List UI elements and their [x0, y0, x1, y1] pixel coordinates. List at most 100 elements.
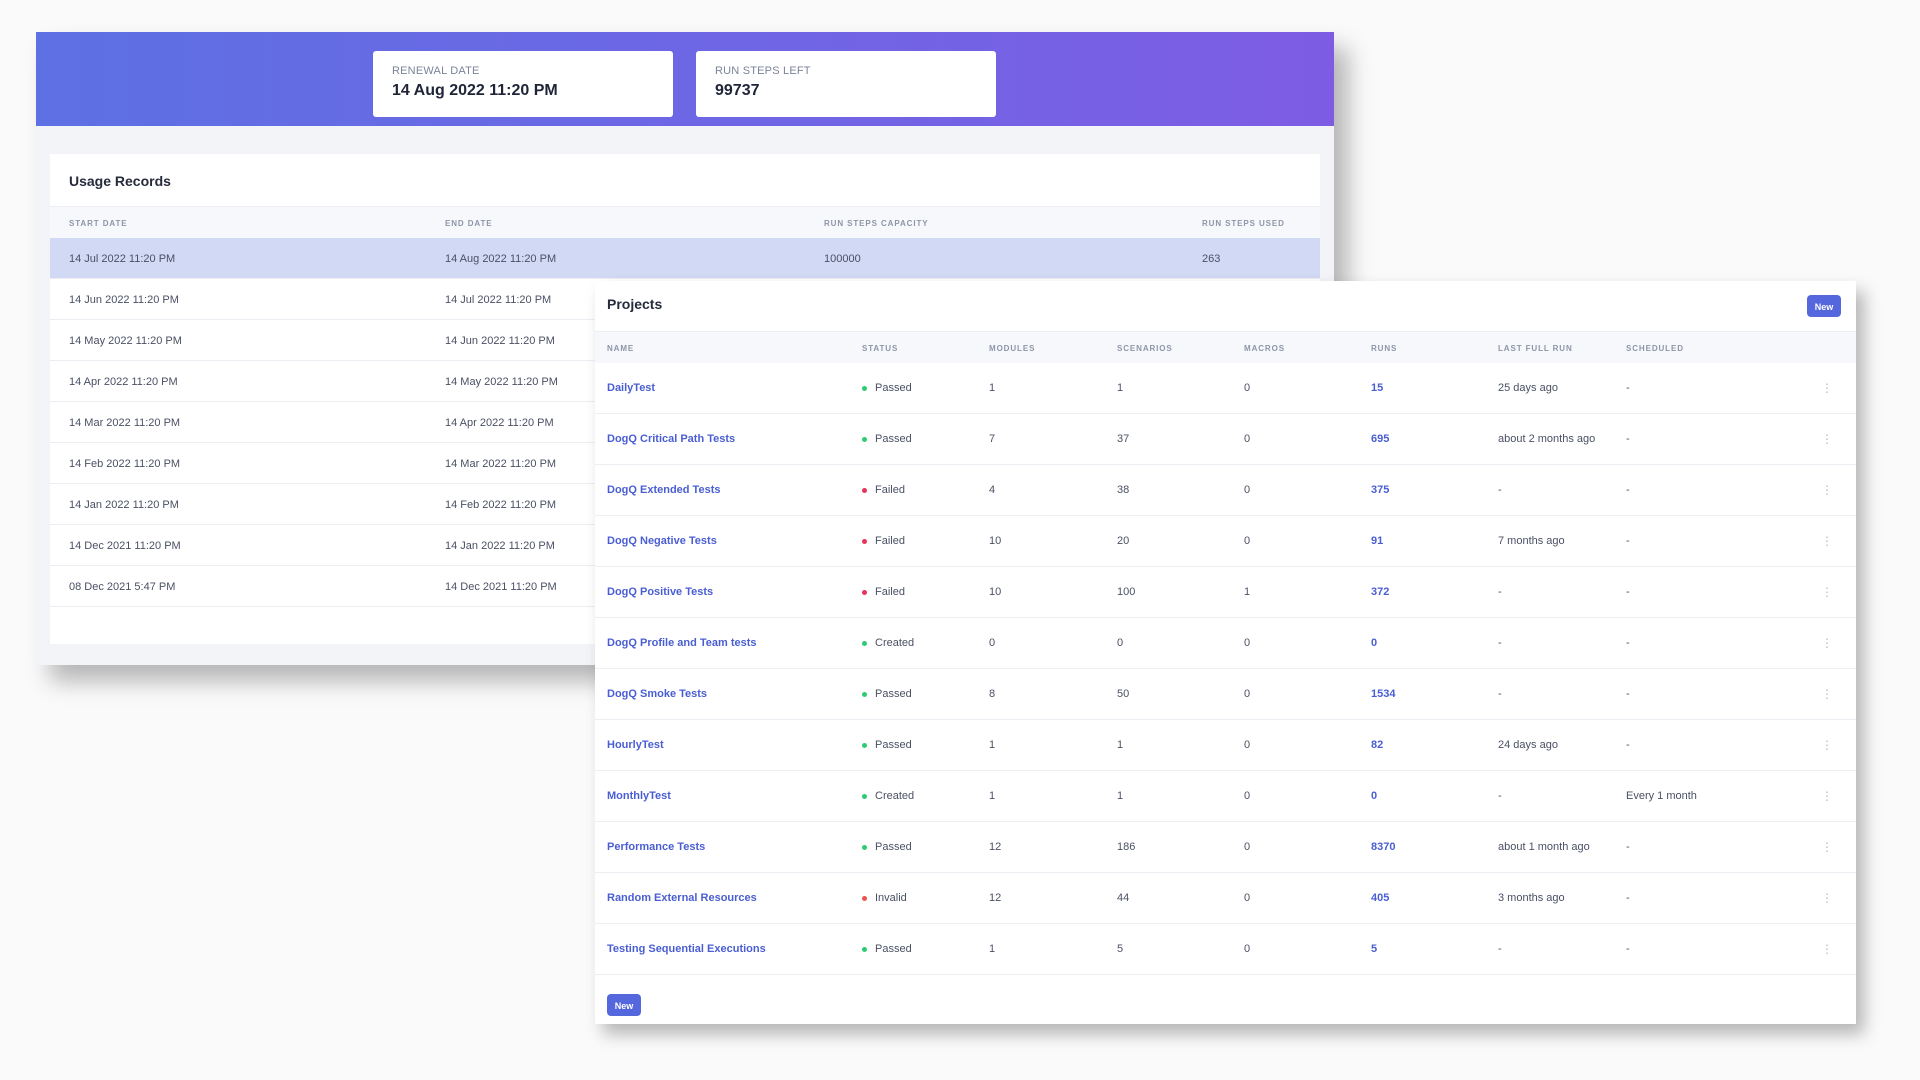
project-row[interactable]: Testing Sequential Executions Passed 1 5 0 5 -…: [595, 924, 1856, 975]
scheduled-cell: -: [1626, 943, 1630, 955]
column-header-end-date[interactable]: END DATE: [445, 219, 493, 228]
project-name-link[interactable]: HourlyTest: [607, 739, 664, 751]
scheduled-cell: -: [1626, 484, 1630, 496]
project-row[interactable]: DogQ Profile and Team tests Created 0 0 0 0 - -…: [595, 618, 1856, 669]
status-dot-icon: [862, 946, 867, 952]
runs-link[interactable]: 375: [1371, 484, 1390, 496]
project-name-link[interactable]: DogQ Smoke Tests: [607, 688, 708, 700]
scheduled-cell: -: [1626, 535, 1630, 547]
project-row[interactable]: DogQ Critical Path Tests Passed 7 37 0 695 abo…: [595, 414, 1856, 465]
modules-cell: 12: [989, 841, 1002, 853]
scenarios-cell: 37: [1117, 433, 1130, 445]
column-header-run-steps-used[interactable]: RUN STEPS USED: [1202, 219, 1285, 228]
scenarios-cell: 1: [1117, 382, 1124, 394]
runs-link[interactable]: 15: [1371, 382, 1384, 394]
column-header-name[interactable]: NAME: [607, 344, 635, 353]
run-steps-capacity-cell: 100000: [824, 253, 861, 265]
runs-link[interactable]: 91: [1371, 535, 1384, 547]
more-vertical-icon[interactable]: ⋮: [1821, 432, 1833, 446]
start-date-cell: 14 Jul 2022 11:20 PM: [69, 253, 176, 265]
project-name-link[interactable]: DogQ Profile and Team tests: [607, 637, 757, 649]
runs-link[interactable]: 0: [1371, 637, 1378, 649]
new-project-button-bottom[interactable]: New: [607, 994, 641, 1016]
last-full-run-cell: 25 days ago: [1498, 382, 1558, 394]
column-header-start-date[interactable]: START DATE: [69, 219, 128, 228]
column-header-macros[interactable]: MACROS: [1244, 344, 1285, 353]
column-header-scenarios[interactable]: SCENARIOS: [1117, 344, 1173, 353]
project-name-link[interactable]: Testing Sequential Executions: [607, 943, 766, 955]
project-status: Passed: [862, 688, 912, 700]
project-status-label: Passed: [875, 688, 912, 700]
renewal-date-label: RENEWAL DATE: [392, 65, 480, 77]
project-name-link[interactable]: DogQ Negative Tests: [607, 535, 717, 547]
scheduled-cell: -: [1626, 637, 1630, 649]
project-row[interactable]: DogQ Extended Tests Failed 4 38 0 375 - - ⋮: [595, 465, 1856, 516]
runs-link[interactable]: 5: [1371, 943, 1378, 955]
runs-link[interactable]: 8370: [1371, 841, 1396, 853]
more-vertical-icon[interactable]: ⋮: [1821, 789, 1833, 803]
runs-link[interactable]: 695: [1371, 433, 1390, 445]
project-row[interactable]: DogQ Smoke Tests Passed 8 50 0 1534 - - ⋮: [595, 669, 1856, 720]
project-name-link[interactable]: DogQ Critical Path Tests: [607, 433, 736, 445]
column-header-runs[interactable]: RUNS: [1371, 344, 1398, 353]
status-dot-icon: [862, 691, 867, 697]
project-status-label: Passed: [875, 433, 912, 445]
runs-link[interactable]: 405: [1371, 892, 1390, 904]
more-vertical-icon[interactable]: ⋮: [1821, 381, 1833, 395]
start-date-cell: 14 Apr 2022 11:20 PM: [69, 376, 178, 388]
runs-link[interactable]: 0: [1371, 790, 1378, 802]
project-name-link[interactable]: DogQ Positive Tests: [607, 586, 714, 598]
more-vertical-icon[interactable]: ⋮: [1821, 738, 1833, 752]
project-row[interactable]: DogQ Positive Tests Failed 10 100 1 372 - - ⋮: [595, 567, 1856, 618]
column-header-modules[interactable]: MODULES: [989, 344, 1036, 353]
column-header-run-steps-capacity[interactable]: RUN STEPS CAPACITY: [824, 219, 929, 228]
project-row[interactable]: Random External Resources Invalid 12 44 0 405…: [595, 873, 1856, 924]
more-vertical-icon[interactable]: ⋮: [1821, 891, 1833, 905]
project-name-link[interactable]: MonthlyTest: [607, 790, 671, 802]
macros-cell: 0: [1244, 433, 1251, 445]
project-row[interactable]: DogQ Negative Tests Failed 10 20 0 91 7 months…: [595, 516, 1856, 567]
more-vertical-icon[interactable]: ⋮: [1821, 840, 1833, 854]
project-name-link[interactable]: Random External Resources: [607, 892, 757, 904]
last-full-run-cell: -: [1498, 943, 1502, 955]
project-status-label: Created: [875, 790, 915, 802]
scheduled-cell: -: [1626, 892, 1630, 904]
project-row[interactable]: Performance Tests Passed 12 186 0 8370 about 1…: [595, 822, 1856, 873]
run-steps-left-value: 99737: [715, 82, 760, 99]
run-steps-left-card: RUN STEPS LEFT 99737: [696, 51, 996, 117]
end-date-cell: 14 Mar 2022 11:20 PM: [445, 458, 557, 470]
start-date-cell: 14 Mar 2022 11:20 PM: [69, 417, 181, 429]
project-name-link[interactable]: DogQ Extended Tests: [607, 484, 721, 496]
more-vertical-icon[interactable]: ⋮: [1821, 942, 1833, 956]
more-vertical-icon[interactable]: ⋮: [1821, 585, 1833, 599]
last-full-run-cell: -: [1498, 637, 1502, 649]
status-dot-icon: [862, 589, 867, 595]
project-row[interactable]: HourlyTest Passed 1 1 0 82 24 days ago - ⋮: [595, 720, 1856, 771]
usage-table-header: START DATE END DATE RUN STEPS CAPACITY R…: [50, 206, 1320, 238]
runs-link[interactable]: 372: [1371, 586, 1390, 598]
scenarios-cell: 100: [1117, 586, 1136, 598]
run-steps-left-label: RUN STEPS LEFT: [715, 65, 811, 77]
more-vertical-icon[interactable]: ⋮: [1821, 483, 1833, 497]
column-header-last-full-run[interactable]: LAST FULL RUN: [1498, 344, 1573, 353]
runs-link[interactable]: 82: [1371, 739, 1384, 751]
project-row[interactable]: MonthlyTest Created 1 1 0 0 - Every 1 month ⋮: [595, 771, 1856, 822]
status-dot-icon: [862, 385, 867, 391]
more-vertical-icon[interactable]: ⋮: [1821, 687, 1833, 701]
runs-link[interactable]: 1534: [1371, 688, 1396, 700]
more-vertical-icon[interactable]: ⋮: [1821, 534, 1833, 548]
project-status-label: Failed: [875, 586, 905, 598]
usage-record-row[interactable]: 14 Jul 2022 11:20 PM 14 Aug 2022 11:20 PM…: [50, 238, 1320, 279]
project-status-label: Failed: [875, 484, 905, 496]
modules-cell: 1: [989, 382, 996, 394]
project-row[interactable]: DailyTest Passed 1 1 0 15 25 days ago - ⋮: [595, 363, 1856, 414]
column-header-scheduled[interactable]: SCHEDULED: [1626, 344, 1684, 353]
new-project-button-top[interactable]: New: [1807, 295, 1841, 317]
column-header-status[interactable]: STATUS: [862, 344, 899, 353]
start-date-cell: 14 Dec 2021 11:20 PM: [69, 540, 181, 552]
more-vertical-icon[interactable]: ⋮: [1821, 636, 1833, 650]
project-status: Failed: [862, 535, 905, 547]
project-name-link[interactable]: DailyTest: [607, 382, 656, 394]
scenarios-cell: 5: [1117, 943, 1124, 955]
project-name-link[interactable]: Performance Tests: [607, 841, 706, 853]
